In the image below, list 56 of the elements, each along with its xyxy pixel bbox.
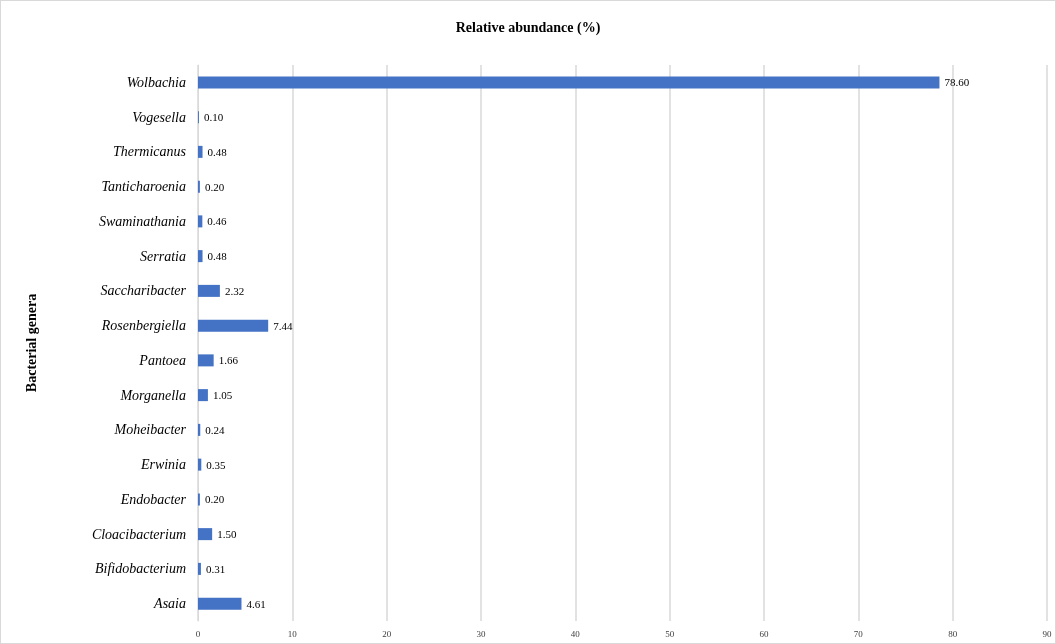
data-label: 0.46 [207, 215, 228, 228]
bar [198, 284, 220, 297]
bar [198, 215, 203, 228]
x-tick-label: 0 [195, 628, 201, 639]
y-tick-label: Vogesella [132, 109, 186, 125]
data-label: 1.50 [217, 528, 237, 541]
data-label: 1.05 [212, 389, 233, 402]
y-tick-label: Pantoea [138, 352, 186, 368]
x-tick-label: 70 [853, 628, 864, 639]
y-tick-label: Cloacibacterium [91, 526, 186, 542]
bar [198, 250, 203, 263]
x-tick-label: 90 [1042, 628, 1052, 639]
y-tick-label: Asaia [153, 596, 186, 612]
x-tick-label: 10 [287, 628, 298, 639]
data-label: 4.61 [246, 597, 266, 610]
y-tick-label: Swaminathania [98, 213, 186, 229]
x-tick-label: 20 [382, 628, 392, 639]
data-label: 0.48 [207, 145, 228, 158]
y-tick-label: Wolbachia [126, 74, 186, 90]
bar [198, 319, 269, 332]
data-label: 0.35 [206, 458, 227, 471]
x-axis-title: Relative abundance (%) [455, 19, 601, 36]
y-tick-label: Tanticharoenia [101, 179, 186, 195]
data-label: 0.48 [207, 250, 228, 263]
data-label: 0.10 [203, 111, 224, 124]
y-tick-label: Serratia [140, 248, 186, 264]
bar [198, 597, 242, 610]
bar [198, 389, 208, 402]
x-tick-label: 50 [665, 628, 675, 639]
y-tick-label: Morganella [119, 387, 186, 403]
x-tick-label: 80 [948, 628, 958, 639]
y-axis-title: Bacterial genera [23, 293, 39, 393]
data-label: 0.31 [205, 562, 226, 575]
bar [198, 562, 201, 575]
y-tick-label: Endobacter [119, 491, 187, 507]
bar [198, 76, 940, 89]
data-label: 0.20 [204, 180, 225, 193]
x-tick-label: 30 [476, 628, 486, 639]
data-label: 7.44 [273, 319, 293, 332]
data-label: 0.20 [204, 493, 225, 506]
x-tick-label: 40 [570, 628, 581, 639]
y-tick-label: Thermicanus [112, 144, 187, 160]
bar [198, 354, 214, 367]
bar [198, 145, 203, 158]
data-label: 1.66 [218, 354, 239, 367]
y-tick-label: Rosenbergiella [100, 318, 186, 334]
x-tick-label: 60 [759, 628, 769, 639]
y-tick-label: Bifidobacterium [95, 561, 186, 577]
bar [198, 528, 213, 541]
data-label: 2.32 [224, 284, 245, 297]
bar [198, 458, 202, 471]
data-label: 78.60 [944, 76, 970, 89]
y-tick-label: Erwinia [139, 457, 186, 473]
y-tick-label: Saccharibacter [100, 283, 187, 299]
y-tick-label: Moheibacter [113, 422, 187, 438]
data-label: 0.24 [205, 423, 226, 436]
